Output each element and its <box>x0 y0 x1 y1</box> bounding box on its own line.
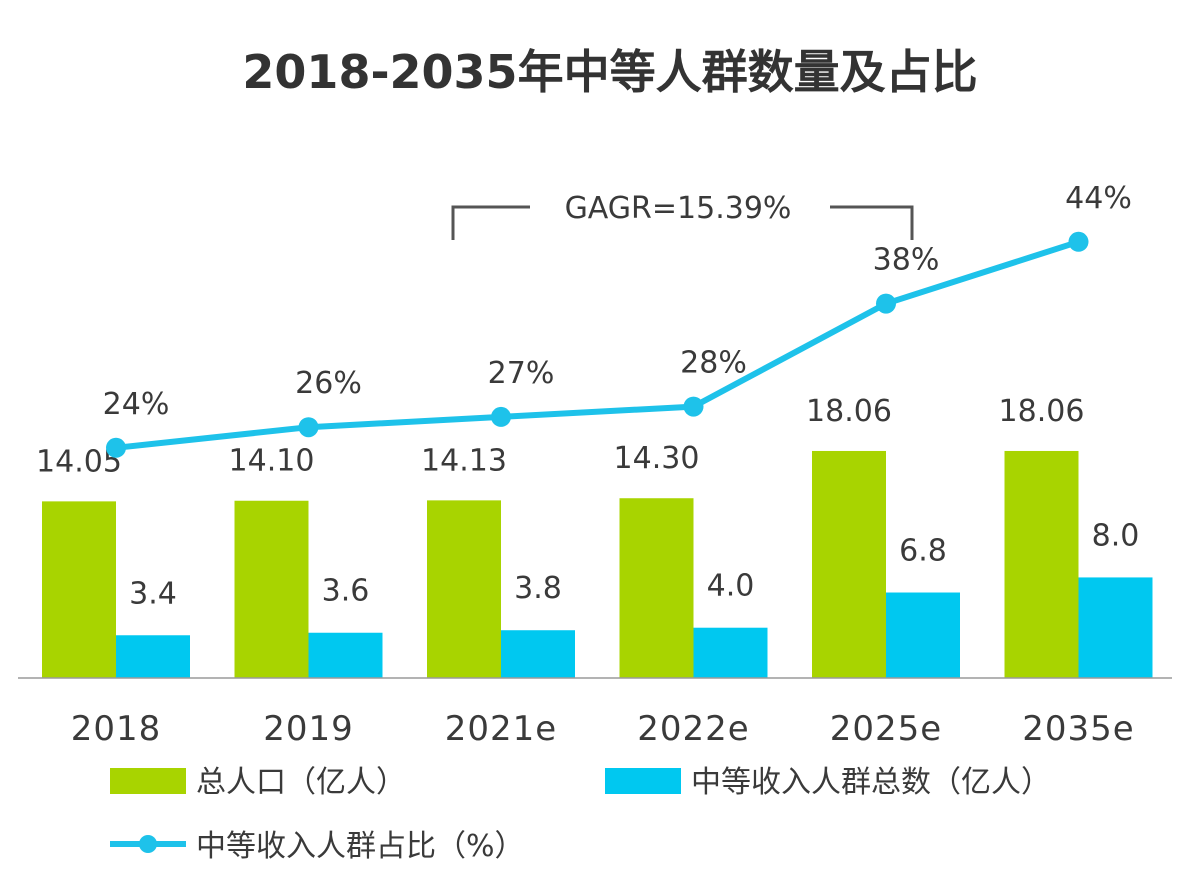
legend-swatch-total-population <box>110 768 186 794</box>
x-tick-2021e: 2021e <box>445 709 557 749</box>
bar-middle-income-2022e <box>693 627 768 678</box>
x-tick-2035e: 2035e <box>1022 709 1134 749</box>
annotation-bracket-left <box>451 205 530 240</box>
label-share-2019: 26% <box>295 366 362 401</box>
label-middle-income-2019: 3.6 <box>322 574 370 609</box>
label-middle-income-2021e: 3.8 <box>514 571 562 606</box>
label-total-population-2019: 14.10 <box>229 444 315 479</box>
bar-total-population-2021e <box>427 500 501 678</box>
point-share-2018 <box>106 437 126 458</box>
legend-label-middle-income: 中等收入人群总数（亿人） <box>691 765 1051 800</box>
point-share-2025e <box>876 293 896 314</box>
label-total-population-2025e: 18.06 <box>806 394 892 429</box>
cagr-annotation: GAGR=15.39% <box>565 191 792 226</box>
point-share-2022e <box>683 396 704 417</box>
bar-total-population-2022e <box>619 498 694 678</box>
legend-swatch-middle-income <box>605 768 681 794</box>
bar-total-population-2018 <box>42 501 116 678</box>
legend-label-total-population: 总人口（亿人） <box>196 765 406 800</box>
label-total-population-2035e: 18.06 <box>999 394 1085 429</box>
chart-title: 2018-2035年中等人群数量及占比 <box>242 45 977 99</box>
label-share-2018: 24% <box>103 387 170 422</box>
label-middle-income-2018: 3.4 <box>129 576 177 611</box>
x-tick-2022e: 2022e <box>637 709 749 749</box>
label-share-2021e: 27% <box>488 356 555 391</box>
bar-middle-income-2019 <box>308 632 383 678</box>
legend-label-share: 中等收入人群占比（%） <box>196 829 525 864</box>
line-share-series <box>115 238 1080 451</box>
x-tick-2019: 2019 <box>263 709 354 749</box>
x-tick-labels: 2018 2019 2021e 2022e 2025e 2035e <box>71 709 1134 749</box>
label-share-2035e: 44% <box>1065 181 1132 216</box>
legend-marker-share <box>139 835 157 853</box>
label-share-2022e: 28% <box>680 346 747 381</box>
label-total-population-2022e: 14.30 <box>614 441 700 476</box>
annotation-bracket-right <box>830 205 914 240</box>
bar-middle-income-2035e <box>1078 577 1153 678</box>
bar-total-population-2035e <box>1004 450 1079 678</box>
bars-layer: 14.053.414.103.614.133.814.304.018.066.8… <box>36 394 1153 678</box>
label-middle-income-2035e: 8.0 <box>1092 518 1140 553</box>
label-middle-income-2025e: 6.8 <box>899 534 947 569</box>
bar-middle-income-2025e <box>886 592 960 678</box>
bar-middle-income-2021e <box>501 630 575 678</box>
label-middle-income-2022e: 4.0 <box>707 569 755 604</box>
label-share-2025e: 38% <box>873 243 940 278</box>
point-share-2021e <box>491 406 511 427</box>
label-total-population-2021e: 14.13 <box>421 443 507 478</box>
point-share-2035e <box>1068 231 1089 252</box>
bar-total-population-2025e <box>812 450 886 678</box>
x-tick-2018: 2018 <box>71 709 162 749</box>
point-share-2019 <box>298 417 319 438</box>
x-tick-2025e: 2025e <box>830 709 942 749</box>
line-layer: 24% 26% 27% 28% 38% 44% <box>103 181 1132 458</box>
bar-middle-income-2018 <box>116 635 190 678</box>
bar-total-population-2019 <box>234 500 309 678</box>
